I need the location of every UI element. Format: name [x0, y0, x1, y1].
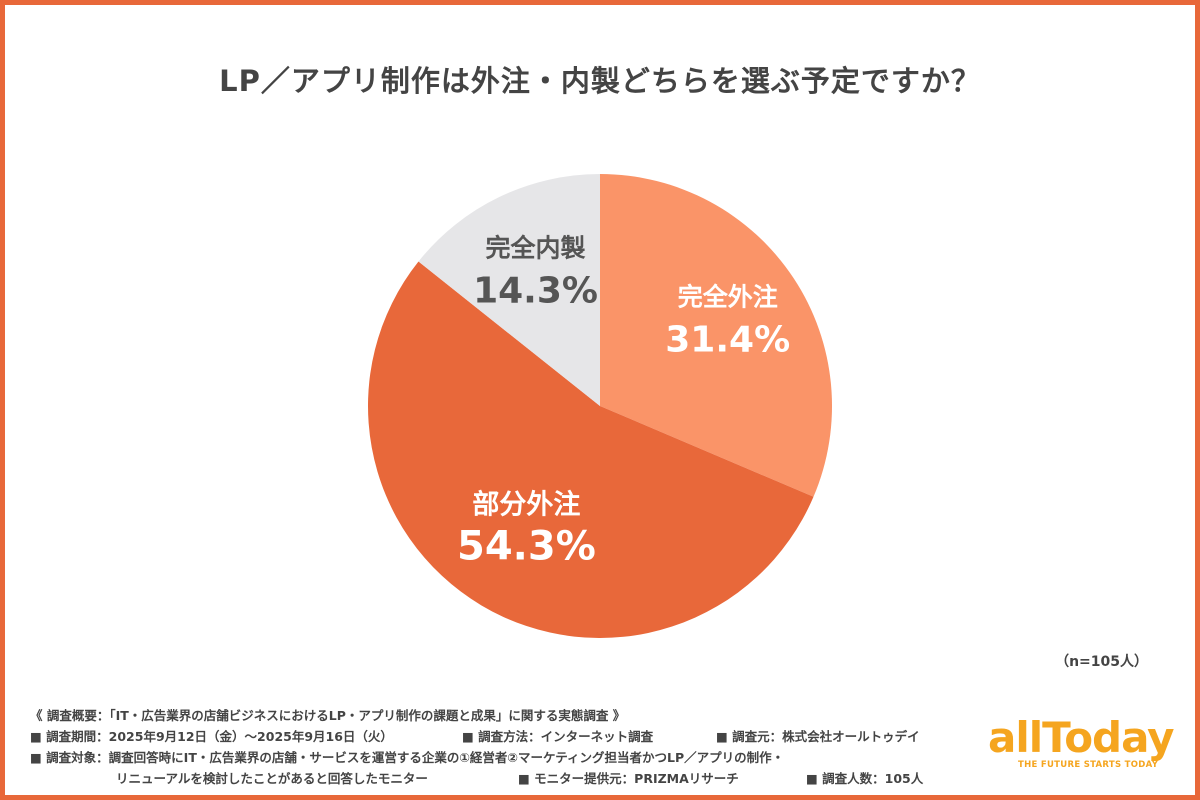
- survey-overview: 《 調査概要：「IT・広告業界の店舗ビジネスにおけるLP・アプリ制作の課題と成果…: [30, 708, 626, 723]
- slice-category-label: 部分外注: [472, 489, 580, 521]
- alltoday-logo: allToday THE FUTURE STARTS TODAY: [988, 716, 1188, 776]
- survey-target-line2: リニューアルを検討したことがあると回答したモニター: [116, 771, 428, 786]
- survey-notes: 《 調査概要：「IT・広告業界の店舗ビジネスにおけるLP・アプリ制作の課題と成果…: [30, 705, 970, 789]
- survey-provider: ■ モニター提供元：PRIZMAリサーチ: [518, 771, 739, 786]
- slice-category-label: 完全内製: [486, 233, 586, 262]
- pie-slice-1: [600, 174, 832, 497]
- pie-slice-3: [418, 174, 600, 406]
- slice-value-label: 31.4%: [665, 320, 790, 361]
- survey-source: ■ 調査元：株式会社オールトゥデイ: [716, 729, 920, 744]
- chart-title: LP／アプリ制作は外注・内製どちらを選ぶ予定ですか？: [219, 64, 981, 98]
- survey-method: ■ 調査方法：インターネット調査: [462, 729, 654, 744]
- survey-target-line1: ■ 調査対象：調査回答時にIT・広告業界の店舗・サービスを運営する企業の①経営者…: [30, 750, 785, 765]
- sample-size-note: （n=105人）: [1055, 654, 1148, 670]
- logo-tagline: THE FUTURE STARTS TODAY: [1018, 760, 1159, 770]
- logo-wordmark: allToday: [988, 713, 1175, 762]
- survey-period: ■ 調査期間：2025年9月12日（金）〜2025年9月16日（火）: [30, 729, 393, 744]
- pie-slice-2: [367, 261, 814, 638]
- slice-value-label: 14.3%: [473, 270, 598, 311]
- slice-category-label: 完全外注: [678, 283, 778, 312]
- survey-count: ■ 調査人数：105人: [806, 771, 924, 786]
- slice-value-label: 54.3%: [457, 524, 596, 570]
